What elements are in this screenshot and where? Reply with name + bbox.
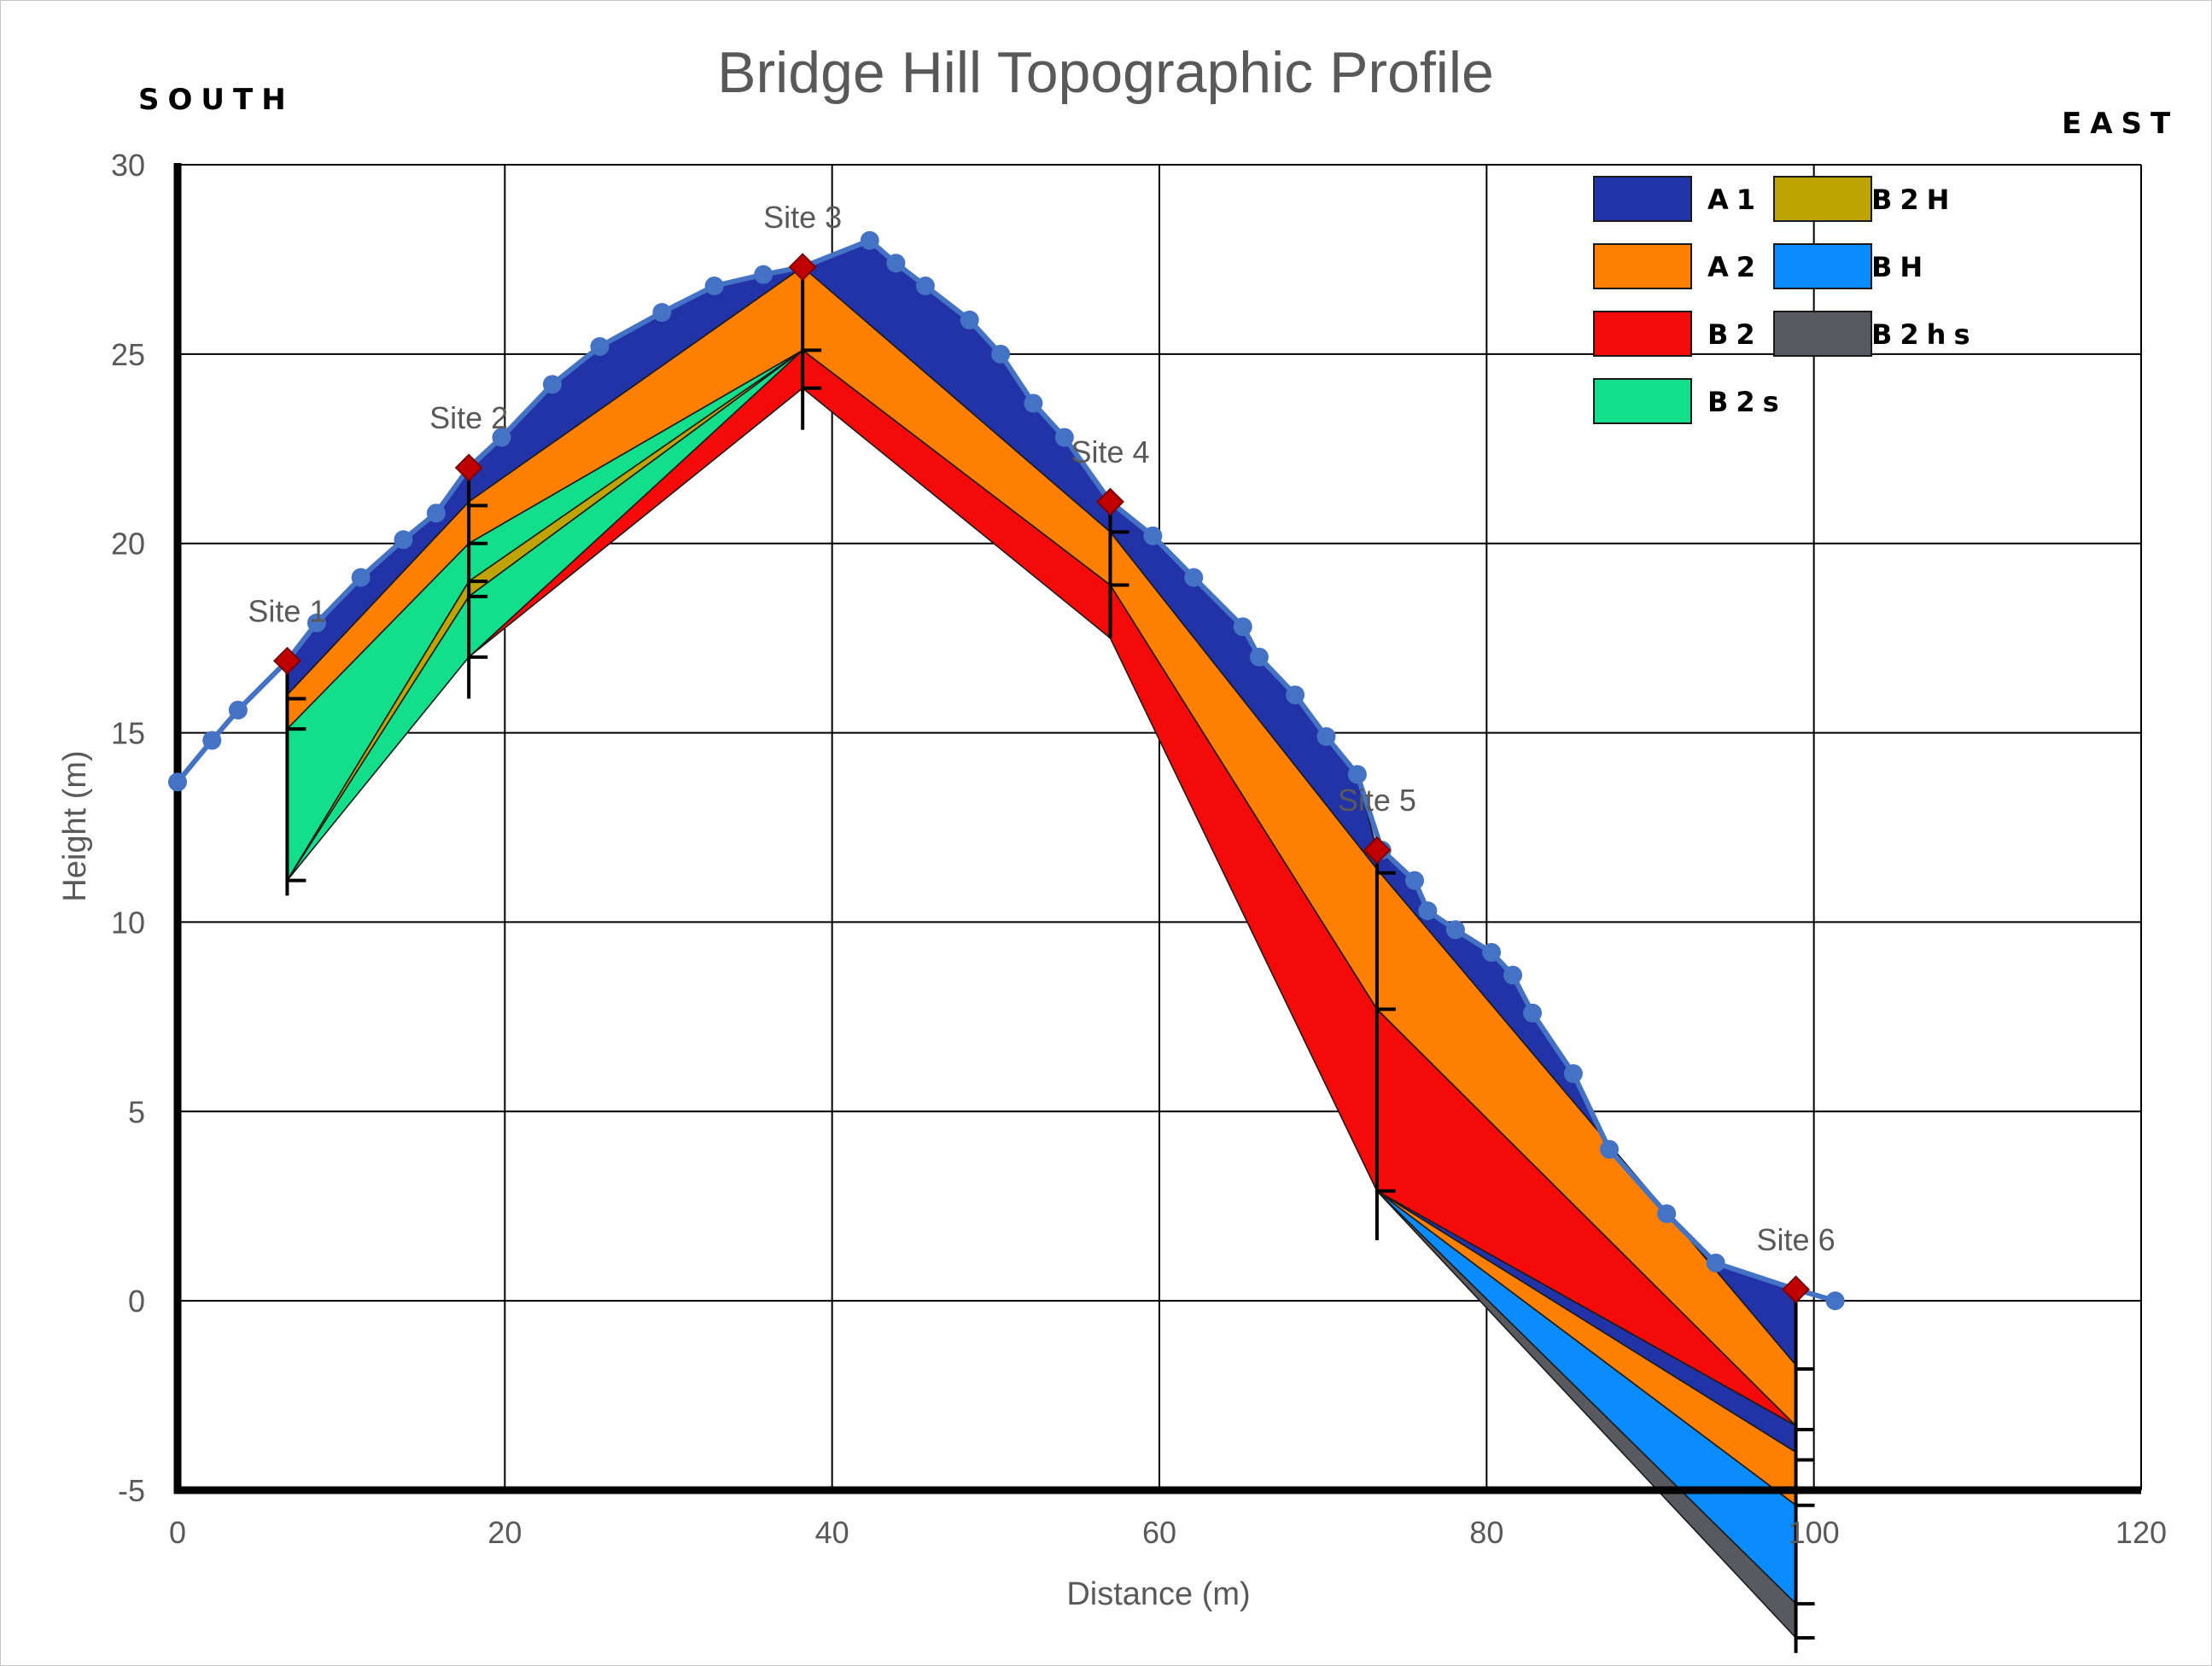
direction-label-east: EAST	[2062, 107, 2179, 141]
x-tick-label: 40	[815, 1515, 849, 1550]
legend-label-bh: BH	[1871, 251, 1930, 283]
profile-point	[1233, 617, 1252, 637]
profile-point	[704, 276, 724, 295]
profile-point	[1482, 942, 1502, 962]
profile-point	[492, 428, 511, 447]
site-marker	[1096, 487, 1124, 516]
boreholes	[285, 266, 1815, 1653]
legend-swatch-a1	[1593, 176, 1692, 222]
x-tick-label: 20	[487, 1515, 522, 1550]
y-tick-label: 25	[111, 337, 145, 372]
surface-profile	[168, 230, 1845, 1311]
y-tick-label: 10	[111, 905, 145, 940]
profile-point	[351, 568, 371, 587]
x-tick-label: 0	[169, 1515, 186, 1550]
legend-label-a2: A2	[1707, 251, 1763, 283]
profile-point	[202, 731, 222, 750]
y-tick-label: 5	[128, 1094, 145, 1129]
profile-point	[1316, 727, 1336, 747]
profile-point	[1706, 1253, 1725, 1273]
legend-swatch-bh	[1773, 243, 1872, 289]
legend-swatch-b2h	[1773, 176, 1872, 222]
profile-point	[1503, 965, 1522, 985]
grid	[178, 164, 2142, 1490]
legend-label-b2hs: B2hs	[1871, 318, 1977, 351]
profile-point	[426, 504, 446, 523]
profile-point	[1657, 1204, 1677, 1224]
profile-point	[168, 772, 187, 792]
profile-point	[1523, 1003, 1542, 1022]
profile-point	[1405, 871, 1424, 890]
profile-point	[1563, 1063, 1583, 1083]
x-tick-label: 100	[1789, 1515, 1840, 1550]
legend: A1 A2 B2 B2s B2H BH B2hs	[1593, 176, 1977, 424]
legend-label-a1: A1	[1707, 183, 1763, 216]
site-marker	[454, 453, 483, 482]
profile-point	[1143, 526, 1163, 545]
profile-point	[1825, 1291, 1845, 1311]
tick-labels: 0 20 40 60 80 100 120 -5 0 5 10 15 20 25 30	[111, 148, 2167, 1550]
profile-point	[394, 530, 413, 550]
profile-point	[228, 700, 248, 719]
x-tick-label: 80	[1469, 1515, 1503, 1550]
x-tick-label: 120	[2116, 1515, 2167, 1550]
layer-b2	[468, 349, 1797, 1427]
profile-point	[306, 613, 326, 632]
profile-point	[652, 303, 672, 323]
x-axis-label: Distance (m)	[1066, 1576, 1250, 1612]
site-marker	[273, 646, 301, 675]
profile-point	[1600, 1139, 1620, 1159]
profile-point	[590, 336, 610, 356]
profile-point	[1249, 647, 1269, 667]
site-label: Site 3	[763, 200, 842, 235]
direction-label-south: SOUTH	[138, 83, 295, 117]
legend-label-b2s: B2s	[1707, 386, 1787, 418]
profile-point	[1286, 685, 1305, 705]
legend-label-b2h: B2H	[1871, 183, 1957, 216]
soil-layers	[286, 239, 1797, 1639]
profile-point	[1054, 428, 1074, 447]
profile-point	[991, 344, 1011, 364]
profile-point	[860, 230, 879, 250]
profile-point	[754, 265, 773, 284]
y-tick-label: 30	[111, 148, 145, 183]
site-marker	[788, 253, 817, 282]
profile-point	[1347, 765, 1367, 784]
profile-point	[1184, 568, 1204, 587]
legend-swatch-b2s	[1593, 378, 1692, 424]
sites: Site 1 Site 2 Site 3 Site 4 Site 5 Site 6	[248, 200, 1836, 1304]
profile-point	[886, 253, 906, 273]
profile-point	[1024, 393, 1043, 413]
site-label: Site 6	[1757, 1222, 1836, 1257]
profile-point	[542, 375, 562, 394]
legend-swatch-a2	[1593, 243, 1692, 289]
y-tick-label: 0	[128, 1284, 145, 1319]
site-label: Site 1	[248, 593, 326, 628]
chart-title: Bridge Hill Topographic Profile	[717, 40, 1494, 105]
legend-swatch-b2hs	[1773, 311, 1872, 357]
site-label: Site 4	[1071, 434, 1149, 469]
legend-swatch-b2	[1593, 311, 1692, 357]
profile-point	[915, 276, 935, 295]
y-tick-label: -5	[118, 1473, 145, 1508]
y-axis-label: Height (m)	[57, 750, 93, 901]
site-marker	[1363, 836, 1392, 865]
site-label: Site 2	[429, 400, 508, 435]
axes	[173, 163, 2141, 1494]
x-tick-label: 60	[1142, 1515, 1176, 1550]
profile-point	[1418, 901, 1438, 921]
y-tick-label: 15	[111, 716, 145, 751]
profile-point	[960, 310, 979, 329]
profile-point	[1445, 920, 1465, 940]
y-tick-label: 20	[111, 527, 145, 562]
site-label: Site 5	[1338, 783, 1416, 818]
site-marker	[1782, 1275, 1810, 1304]
legend-label-b2: B2	[1707, 318, 1763, 351]
